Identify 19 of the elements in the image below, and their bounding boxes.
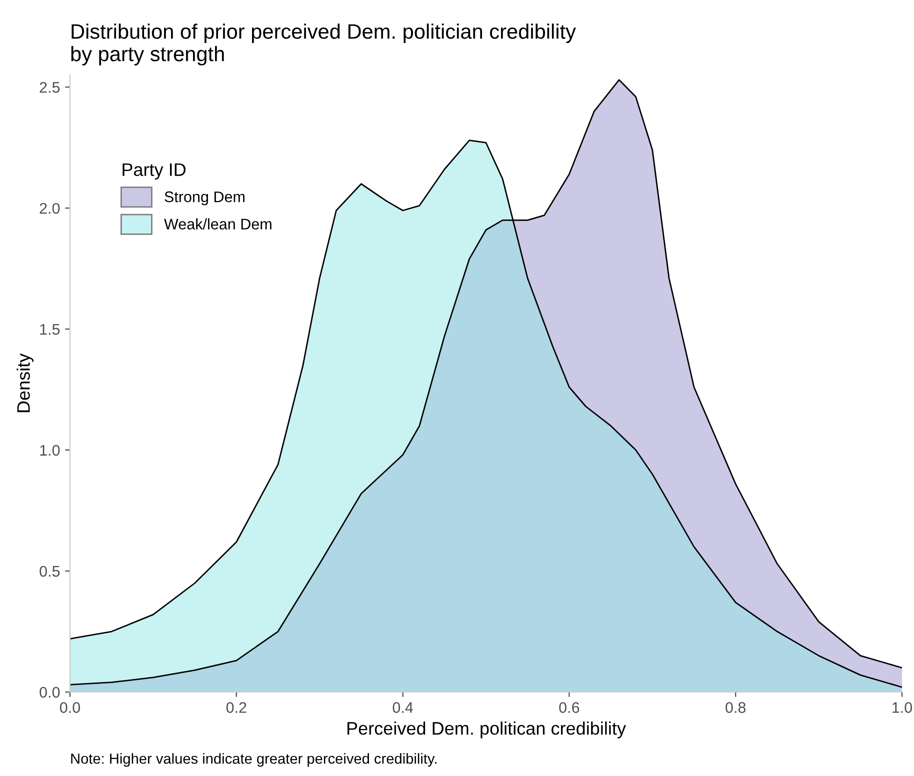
text: Note: Higher values indicate greater perceived credibility.	[71, 753, 436, 767]
x-tick-label: 0.4	[392, 702, 413, 713]
legend-title: Party ID	[122, 163, 186, 180]
y-tick-label: 0.0	[40, 686, 60, 698]
chart-title: Distribution of prior perceived Dem. politician credibility by party strength	[71, 24, 576, 66]
x-tick-label: 0.8	[726, 702, 746, 713]
y-tick-label: 0.5	[40, 566, 60, 577]
y-tick-label: 1.0	[40, 444, 60, 456]
x-tick-label: 1.0	[892, 702, 912, 713]
x-tick-label: 0.0	[60, 702, 80, 713]
y-tick-label: 2.5	[40, 82, 60, 93]
x-tick-label: 0.2	[226, 702, 246, 713]
y-tick-label: 2.0	[40, 202, 60, 214]
y-tick-label: 1.5	[40, 324, 60, 335]
x-axis-title: Perceived Dem. politican credibility	[348, 722, 626, 738]
legend-label: Weak/lean Dem	[164, 218, 272, 230]
y-axis-title: Density	[16, 353, 34, 412]
x-tick-label: 0.6	[559, 702, 580, 713]
legend-label: Strong Dem	[164, 191, 244, 206]
